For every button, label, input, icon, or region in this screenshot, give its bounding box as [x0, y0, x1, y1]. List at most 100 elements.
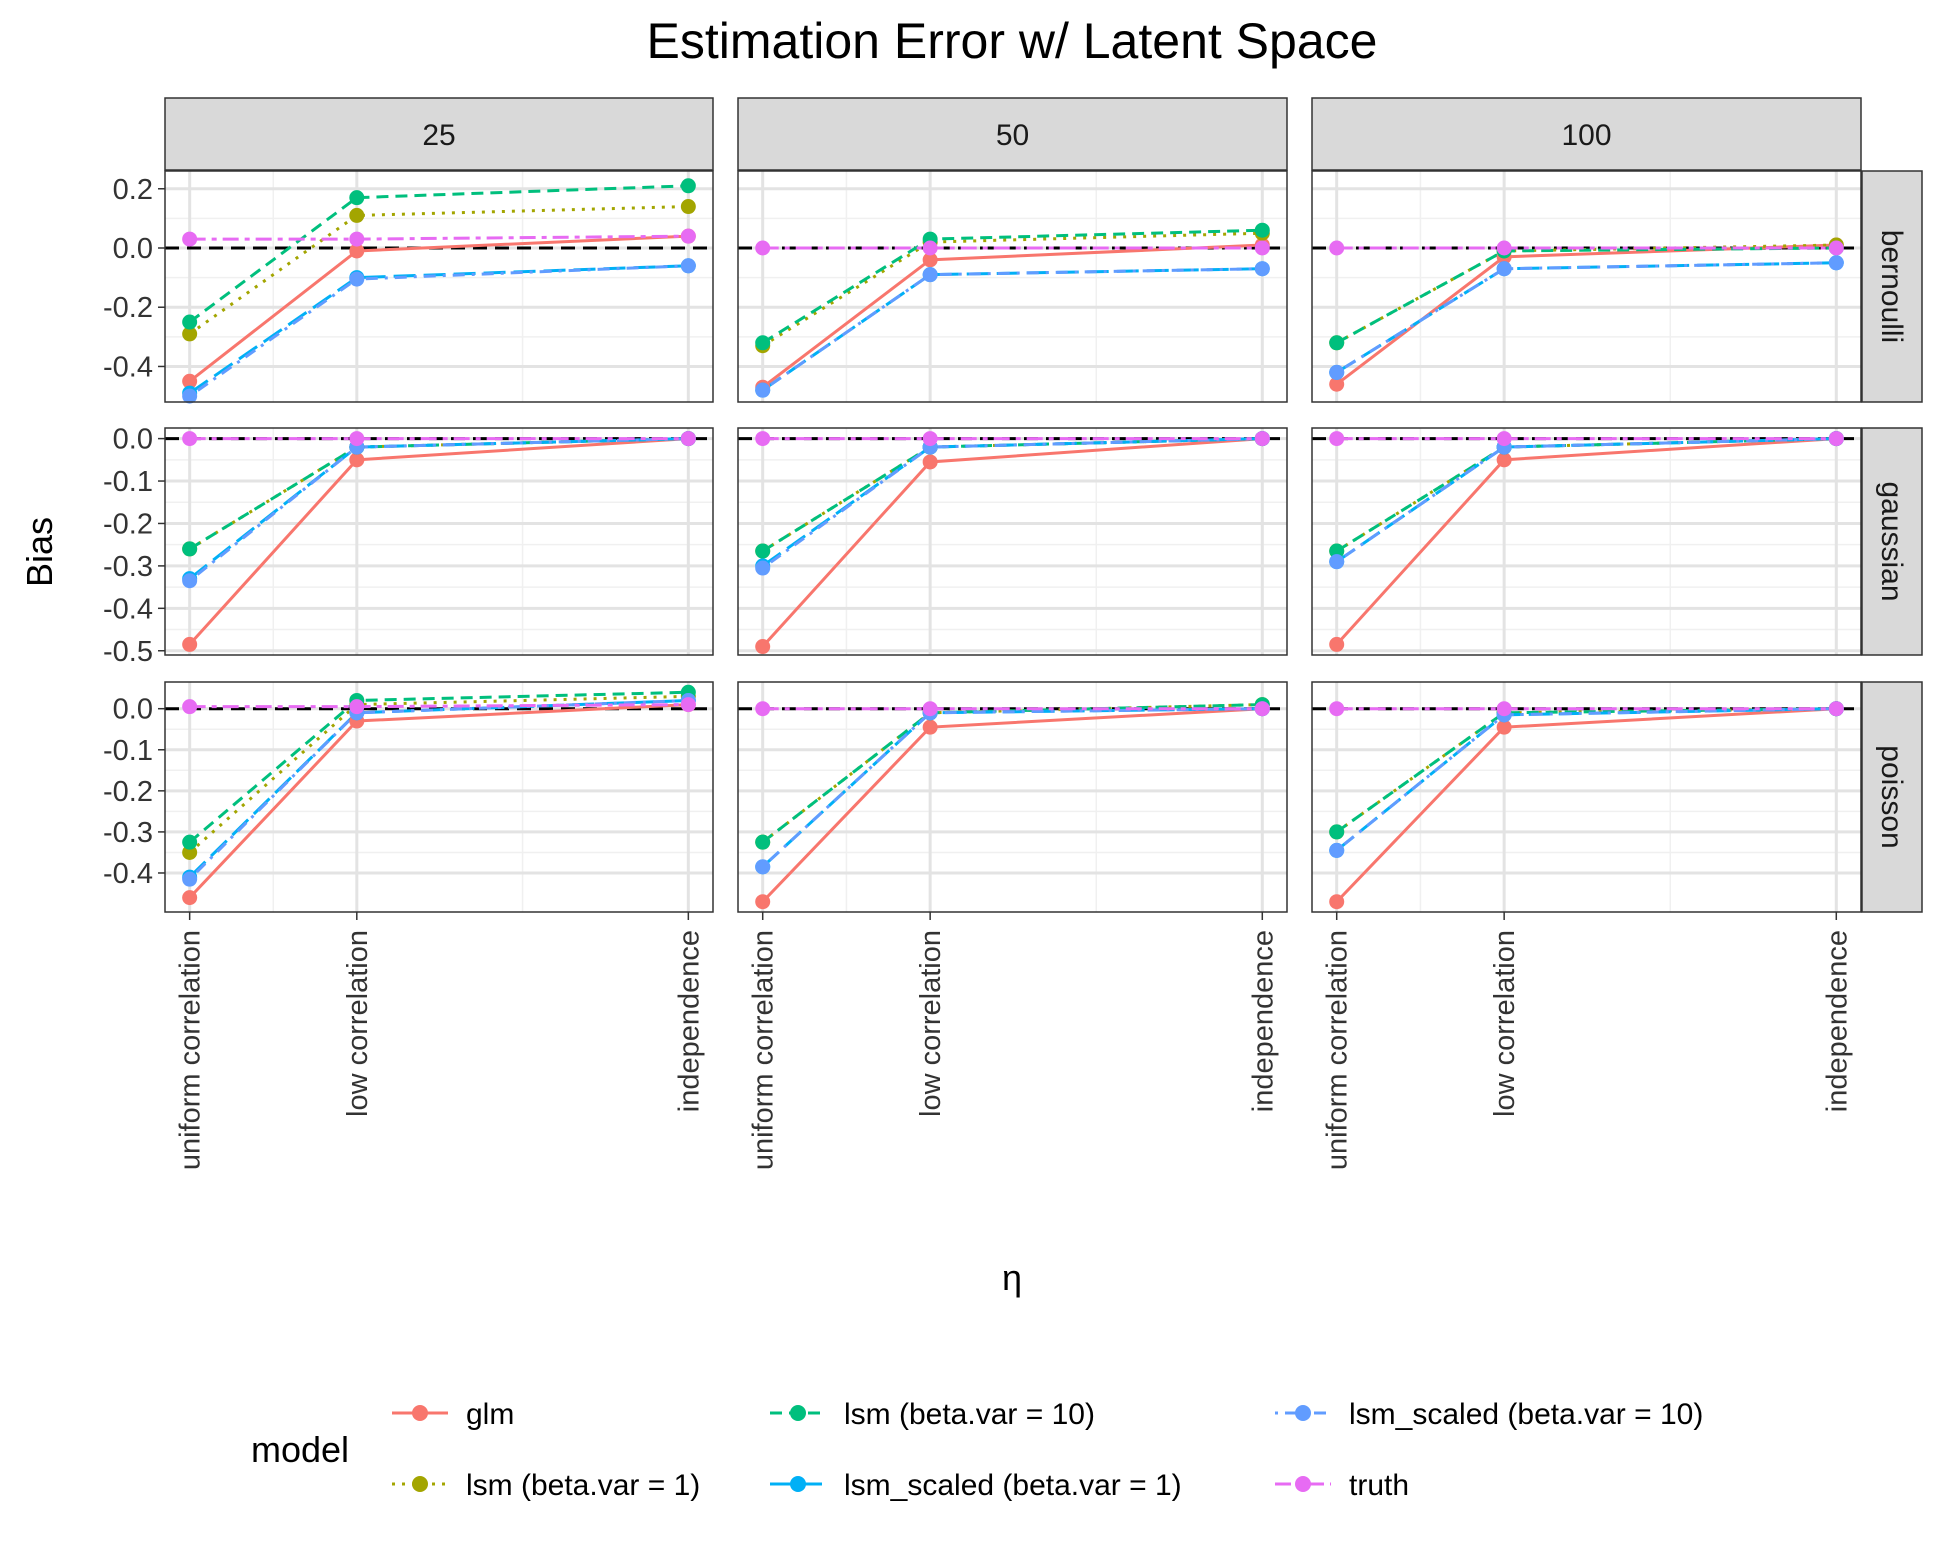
data-point-truth	[1496, 701, 1512, 717]
column-strip-25: 25	[164, 97, 714, 171]
data-point-truth	[922, 701, 938, 717]
legend-item-glm: glm	[392, 1398, 514, 1431]
data-point-truth	[1828, 701, 1844, 717]
data-point-lsm-beta-var-10	[182, 834, 198, 850]
data-point-truth	[1496, 240, 1512, 256]
y-tick-label: 0.0	[113, 233, 153, 265]
legend-item-lsm-scaled-beta-var-10: lsm_scaled (beta.var = 10)	[1275, 1398, 1703, 1431]
data-point-lsm-scaled-beta-var-10	[1254, 261, 1270, 277]
legend: model glm lsm (beta.var = 1) lsm (beta.var…	[251, 1398, 1703, 1502]
panel-border	[164, 170, 714, 403]
y-tick-label: -0.4	[103, 351, 153, 383]
data-point-glm	[182, 373, 198, 389]
data-point-lsm-beta-var-10	[349, 190, 365, 206]
data-point-truth	[1254, 431, 1270, 447]
data-point-truth	[922, 240, 938, 256]
legend-key-point	[1295, 1405, 1311, 1421]
data-point-lsm-scaled-beta-var-10	[755, 859, 771, 875]
data-point-glm	[1496, 719, 1512, 735]
data-point-truth	[182, 231, 198, 247]
data-point-truth	[182, 431, 198, 447]
row-strip-bg	[1861, 427, 1923, 656]
data-point-lsm-beta-var-10	[680, 178, 696, 194]
data-point-lsm-scaled-beta-var-10	[182, 871, 198, 887]
data-point-lsm-beta-var-1	[349, 207, 365, 223]
chart-title: Estimation Error w/ Latent Space	[647, 13, 1378, 69]
data-point-lsm-scaled-beta-var-10	[182, 388, 198, 404]
data-point-lsm-scaled-beta-var-10	[755, 560, 771, 576]
y-axis-bernoulli: 0.2 0.0 -0.2 -0.4	[103, 174, 165, 383]
series-line-lsm-scaled-beta-var-10	[1335, 261, 1837, 374]
panel-border	[737, 681, 1288, 913]
panel-poisson-25	[164, 681, 714, 913]
data-point-truth	[922, 431, 938, 447]
legend-title: model	[251, 1429, 349, 1470]
data-point-truth	[1329, 431, 1345, 447]
x-axis-25: uniform correlation low correlation indepe…	[175, 912, 705, 1170]
column-strip-bg	[737, 97, 1288, 171]
y-tick-label: -0.1	[103, 735, 153, 767]
data-point-truth	[755, 701, 771, 717]
data-point-lsm-beta-var-10	[1329, 335, 1345, 351]
panel-background	[738, 171, 1287, 402]
data-point-lsm-scaled-beta-var-10	[755, 382, 771, 398]
data-point-truth	[755, 240, 771, 256]
panel-bernoulli-50	[737, 170, 1288, 403]
row-strip-label: bernoulli	[1875, 230, 1908, 343]
data-point-lsm-beta-var-10	[1329, 824, 1345, 840]
panel-bernoulli-100	[1311, 170, 1862, 403]
x-axis-100: uniform correlation low correlation indepe…	[1322, 912, 1853, 1170]
data-point-glm	[755, 894, 771, 910]
data-point-truth	[182, 699, 198, 715]
legend-key-point	[412, 1405, 428, 1421]
data-point-lsm-beta-var-1	[680, 199, 696, 215]
data-point-truth	[1329, 701, 1345, 717]
data-point-glm	[1329, 894, 1345, 910]
data-point-lsm-beta-var-10	[1329, 543, 1345, 559]
panel-border	[1311, 170, 1862, 403]
series-line-lsm-beta-var-10	[188, 184, 689, 324]
x-tick-label: independence	[1247, 930, 1279, 1112]
legend-item-lsm-scaled-beta-var-1: lsm_scaled (beta.var = 1)	[770, 1469, 1182, 1502]
legend-label: lsm (beta.var = 1)	[466, 1469, 700, 1502]
data-point-lsm-scaled-beta-var-10	[182, 573, 198, 589]
panel-background	[1312, 428, 1861, 655]
data-point-glm	[349, 243, 365, 259]
panel-background	[738, 682, 1287, 912]
legend-label: truth	[1349, 1469, 1409, 1502]
legend-label: lsm_scaled (beta.var = 1)	[844, 1469, 1182, 1502]
y-tick-label: -0.5	[103, 636, 153, 668]
panel-border	[737, 427, 1288, 656]
panel-gaussian-25	[164, 427, 714, 656]
panels-layer: 25 50 100 bernoulli gaussian poisson 0.2 0.0 -0.…	[103, 97, 1923, 1170]
data-point-truth	[1329, 240, 1345, 256]
row-strip-bernoulli: bernoulli	[1861, 170, 1923, 403]
data-point-glm	[922, 252, 938, 268]
data-point-glm	[182, 890, 198, 906]
data-point-lsm-beta-var-10	[182, 541, 198, 557]
y-tick-label: 0.0	[113, 694, 153, 726]
data-point-truth	[680, 431, 696, 447]
y-axis-poisson: 0.0 -0.1 -0.2 -0.3 -0.4	[103, 694, 165, 890]
data-point-truth	[1254, 240, 1270, 256]
row-strip-bg	[1861, 681, 1923, 913]
data-point-truth	[349, 431, 365, 447]
data-point-truth	[349, 699, 365, 715]
panel-poisson-50	[737, 681, 1288, 913]
data-point-truth	[1828, 240, 1844, 256]
data-point-glm	[1329, 376, 1345, 392]
x-tick-label: low correlation	[342, 930, 374, 1117]
data-point-truth	[1496, 431, 1512, 447]
y-tick-label: 0.0	[113, 424, 153, 456]
panel-poisson-100	[1311, 681, 1862, 913]
data-point-lsm-scaled-beta-var-10	[1329, 554, 1345, 570]
column-strip-50: 50	[737, 97, 1288, 171]
legend-key-point	[1295, 1476, 1311, 1492]
row-strip-label: gaussian	[1875, 481, 1908, 601]
data-point-lsm-scaled-beta-var-10	[1329, 364, 1345, 380]
data-point-truth	[1828, 431, 1844, 447]
x-tick-label: low correlation	[915, 930, 947, 1117]
data-point-glm	[922, 719, 938, 735]
data-point-glm	[182, 636, 198, 652]
y-tick-label: -0.2	[103, 292, 153, 324]
